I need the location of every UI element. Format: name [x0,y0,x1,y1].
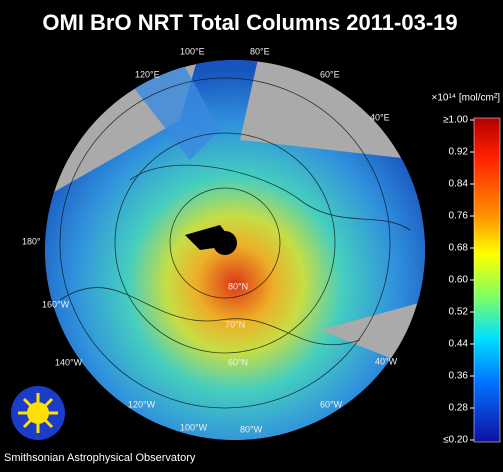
map-label: 60°N [228,357,248,367]
map-label: 80°N [228,281,248,291]
map-label: 100°W [180,422,208,432]
map [45,60,425,440]
colorbar-unit: ×10¹⁴ [mol/cm²] [432,93,501,104]
colorbar-label: 0.68 [449,243,469,254]
colorbar-label: 0.84 [449,179,469,190]
map-label: 160°W [42,299,70,309]
map-label: 40°E [370,112,390,122]
colorbar-label: 0.92 [449,147,469,158]
map-label: 100°E [180,46,205,56]
map-label: 80°E [250,46,270,56]
title: OMI BrO NRT Total Columns 2011-03-19 [42,10,457,35]
map-label: 180° [22,236,41,246]
colorbar-label: 0.44 [449,339,469,350]
colorbar-label: ≥1.00 [443,115,468,126]
map-label: 70°N [225,319,245,329]
colorbar-label: ≤0.20 [443,435,468,446]
colorbar-label: 0.60 [449,275,469,286]
sun-logo [11,386,65,440]
colorbar-label: 0.28 [449,403,469,414]
map-label: 120°E [135,69,160,79]
colorbar [473,117,501,443]
map-label: 140°W [55,357,83,367]
map-label: 120°W [128,399,156,409]
map-label: 80°W [240,424,263,434]
map-label: 40°W [375,356,398,366]
colorbar-label: 0.36 [449,371,469,382]
colorbar-label: 0.76 [449,211,469,222]
footer: Smithsonian Astrophysical Observatory [4,452,196,464]
colorbar-label: 0.52 [449,307,469,318]
map-label: 60°W [320,399,343,409]
map-label: 60°E [320,69,340,79]
